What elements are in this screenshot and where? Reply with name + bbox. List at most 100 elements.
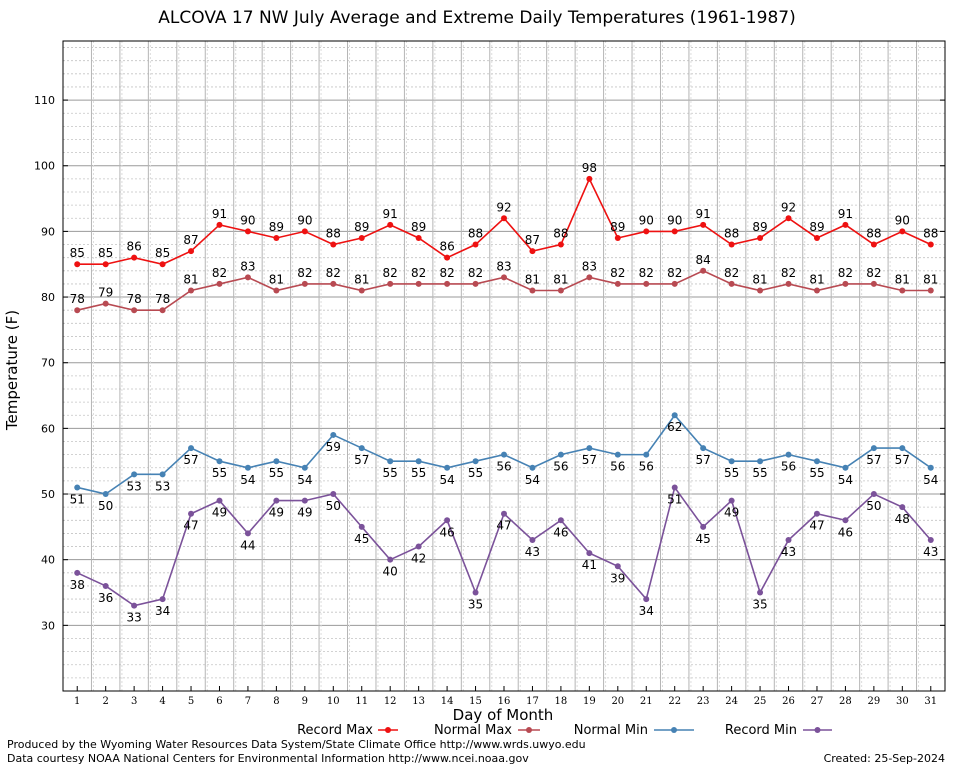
normal-min-data-label: 54 xyxy=(923,473,938,487)
normal-min-point xyxy=(472,458,479,465)
normal-min-data-label: 50 xyxy=(98,499,113,513)
legend-label-record-max: Record Max xyxy=(297,723,373,738)
record-max-data-label: 89 xyxy=(610,220,625,234)
record-max-point xyxy=(643,228,650,235)
normal-max-point xyxy=(387,280,394,287)
record-min-point xyxy=(244,530,251,537)
normal-min-data-label: 55 xyxy=(724,466,739,480)
record-min-data-label: 49 xyxy=(724,506,739,520)
record-min-data-label: 40 xyxy=(383,565,398,579)
record-max-data-label: 88 xyxy=(553,227,568,241)
record-min-data-label: 46 xyxy=(553,525,568,539)
record-min-point xyxy=(273,497,280,504)
normal-min-point xyxy=(757,458,764,465)
record-max-point xyxy=(131,254,138,261)
normal-min-data-label: 57 xyxy=(696,453,711,467)
y-tick-label: 60 xyxy=(41,422,55,435)
record-min-data-label: 51 xyxy=(667,492,682,506)
legend-label-record-min: Record Min xyxy=(725,723,797,738)
record-max-data-label: 88 xyxy=(468,227,483,241)
normal-min-point xyxy=(671,412,678,419)
record-max-point xyxy=(472,241,479,248)
record-max-point xyxy=(757,234,764,241)
record-min-data-label: 46 xyxy=(439,525,454,539)
normal-max-data-label: 82 xyxy=(781,266,796,280)
normal-min-point xyxy=(842,464,849,471)
normal-max-data-label: 82 xyxy=(212,266,227,280)
normal-min-point xyxy=(785,451,792,458)
normal-min-data-label: 55 xyxy=(468,466,483,480)
record-max-data-label: 86 xyxy=(439,240,454,254)
normal-min-point xyxy=(188,445,195,452)
record-min-point xyxy=(614,563,621,570)
record-min-data-label: 49 xyxy=(212,506,227,520)
normal-min-data-label: 55 xyxy=(383,466,398,480)
record-max-point xyxy=(899,228,906,235)
normal-max-point xyxy=(102,300,109,307)
normal-min-point xyxy=(358,445,365,452)
record-min-point xyxy=(785,536,792,543)
record-max-point xyxy=(159,261,166,268)
record-max-data-label: 89 xyxy=(752,220,767,234)
record-min-point xyxy=(899,504,906,511)
record-max-data-label: 91 xyxy=(838,207,853,221)
normal-min-data-label: 55 xyxy=(752,466,767,480)
normal-min-data-label: 53 xyxy=(126,479,141,493)
record-max-point xyxy=(273,234,280,241)
normal-min-data-label: 55 xyxy=(212,466,227,480)
record-max-point xyxy=(529,248,536,255)
normal-max-data-label: 81 xyxy=(895,272,910,286)
record-min-series: 38 36 33 34 47 49 44 49 49 50 45 40 42 46 35 47 43 46 41 39… xyxy=(70,484,938,625)
record-min-point xyxy=(216,497,223,504)
record-min-data-label: 49 xyxy=(297,506,312,520)
normal-max-data-label: 79 xyxy=(98,286,113,300)
normal-max-point xyxy=(899,287,906,294)
normal-min-point xyxy=(586,445,593,452)
record-max-data-label: 98 xyxy=(582,161,597,175)
record-max-data-label: 92 xyxy=(781,200,796,214)
x-tick-label: 31 xyxy=(924,696,937,707)
record-max-data-label: 89 xyxy=(354,220,369,234)
normal-max-point xyxy=(728,280,735,287)
normal-min-point xyxy=(216,458,223,465)
normal-max-point xyxy=(415,280,422,287)
record-max-point xyxy=(244,228,251,235)
normal-max-data-label: 81 xyxy=(525,272,540,286)
normal-max-data-label: 82 xyxy=(439,266,454,280)
normal-min-point xyxy=(102,491,109,498)
record-min-point xyxy=(671,484,678,491)
x-tick-label: 7 xyxy=(245,696,251,707)
record-max-data-label: 91 xyxy=(383,207,398,221)
record-max-data-label: 90 xyxy=(895,213,910,227)
normal-min-point xyxy=(387,458,394,465)
normal-max-point xyxy=(813,287,820,294)
record-min-point xyxy=(358,523,365,530)
record-min-point xyxy=(472,589,479,596)
normal-max-point xyxy=(244,274,251,281)
normal-max-data-label: 82 xyxy=(639,266,654,280)
y-tick-label: 30 xyxy=(41,619,55,632)
normal-max-data-label: 81 xyxy=(183,272,198,286)
x-tick-label: 1 xyxy=(74,696,80,707)
x-tick-label: 21 xyxy=(640,696,653,707)
legend-marker-normal-min xyxy=(671,727,677,733)
normal-max-point xyxy=(358,287,365,294)
record-min-data-label: 33 xyxy=(126,611,141,625)
normal-min-point xyxy=(244,464,251,471)
normal-max-point xyxy=(74,307,81,314)
normal-min-point xyxy=(557,451,564,458)
normal-max-data-label: 82 xyxy=(297,266,312,280)
normal-max-point xyxy=(188,287,195,294)
record-max-data-label: 90 xyxy=(297,213,312,227)
record-min-data-label: 47 xyxy=(183,519,198,533)
record-min-point xyxy=(700,523,707,530)
normal-max-point xyxy=(671,280,678,287)
y-tick-label: 80 xyxy=(41,291,55,304)
record-max-point xyxy=(501,215,507,222)
y-tick-label: 100 xyxy=(34,160,55,173)
record-min-point xyxy=(74,569,81,576)
x-tick-label: 8 xyxy=(273,696,279,707)
normal-max-data-label: 83 xyxy=(496,259,511,273)
normal-min-data-label: 62 xyxy=(667,420,682,434)
